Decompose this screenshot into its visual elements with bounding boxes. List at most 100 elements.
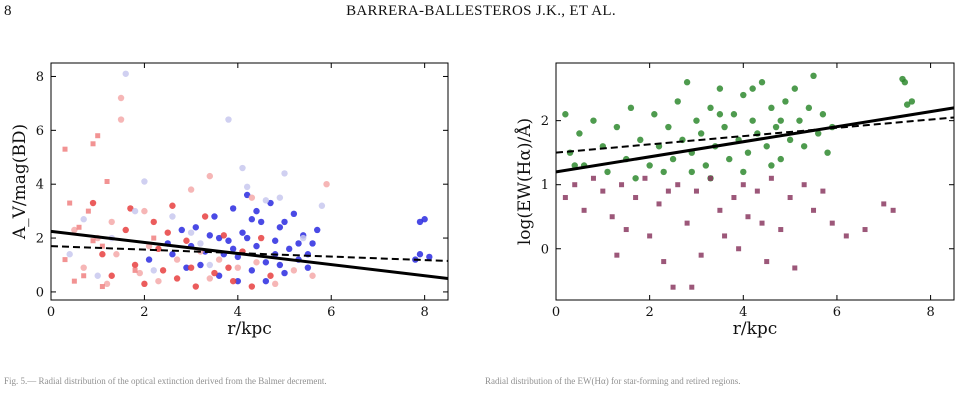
data-point xyxy=(66,251,73,258)
data-point xyxy=(257,234,265,242)
data-point xyxy=(173,275,181,282)
data-point xyxy=(815,130,822,137)
data-point xyxy=(613,123,621,131)
caption-right: Radial distribution of the EW(Hα) for st… xyxy=(485,376,741,386)
data-point xyxy=(183,237,190,244)
data-point xyxy=(178,226,185,234)
data-point xyxy=(173,256,181,263)
data-point xyxy=(881,201,887,207)
data-point xyxy=(604,168,611,176)
data-point xyxy=(145,256,153,263)
data-point xyxy=(187,186,195,193)
data-point xyxy=(824,149,831,156)
data-point xyxy=(590,175,596,181)
data-point xyxy=(197,261,204,269)
fit-line-solid xyxy=(556,106,954,174)
data-point xyxy=(768,175,774,181)
data-point xyxy=(843,233,849,239)
data-point xyxy=(234,277,242,285)
data-point xyxy=(637,136,644,144)
data-point xyxy=(295,240,302,247)
data-point xyxy=(323,180,330,188)
y-tick-label: 1 xyxy=(541,178,549,193)
data-point xyxy=(169,251,176,258)
data-point xyxy=(229,277,237,285)
data-point xyxy=(262,277,270,285)
data-point xyxy=(698,252,704,258)
data-point xyxy=(633,195,639,201)
data-point xyxy=(740,91,747,99)
x-axis-label: r/kpc xyxy=(733,319,778,339)
data-point xyxy=(239,229,246,236)
data-point xyxy=(623,227,629,233)
data-point xyxy=(646,162,653,169)
data-point xyxy=(632,175,639,182)
data-point xyxy=(155,277,162,285)
data-point xyxy=(257,218,265,226)
data-point xyxy=(777,117,784,124)
chart-panel-2: 0 2 4 6 8 0 1 2 r/kpc log(EW(Hα)/Å) xyxy=(514,62,955,339)
data-point xyxy=(309,272,316,279)
data-point xyxy=(62,257,68,263)
data-point xyxy=(206,232,213,239)
data-point xyxy=(95,133,101,139)
data-point xyxy=(426,253,433,261)
data-point xyxy=(744,149,752,156)
data-point xyxy=(159,267,167,274)
data-point xyxy=(76,224,82,230)
data-point xyxy=(215,272,223,279)
data-point xyxy=(211,269,218,277)
data-point xyxy=(132,267,138,273)
data-point xyxy=(609,214,615,220)
x-tick-label: 2 xyxy=(140,305,148,320)
data-point xyxy=(80,216,87,223)
data-point xyxy=(689,284,695,290)
data-point xyxy=(248,194,256,201)
data-point xyxy=(71,278,77,284)
data-point xyxy=(89,199,97,207)
data-point xyxy=(581,207,587,213)
data-point xyxy=(104,179,110,184)
data-point xyxy=(627,104,635,112)
data-point xyxy=(151,235,157,241)
x-tick-label: 8 xyxy=(926,305,934,320)
data-point xyxy=(736,246,742,252)
data-point xyxy=(791,85,798,92)
data-point xyxy=(647,233,653,239)
data-point xyxy=(805,104,813,112)
data-point xyxy=(267,272,274,279)
data-point xyxy=(99,251,106,258)
data-point xyxy=(590,117,597,124)
captions: Fig. 5.— Radial distribution of the opti… xyxy=(0,376,962,404)
data-point xyxy=(136,269,143,277)
data-point xyxy=(656,201,662,207)
data-point xyxy=(206,172,213,180)
data-point xyxy=(239,164,246,172)
x-tick-label: 4 xyxy=(739,305,747,320)
data-point xyxy=(197,240,204,247)
data-point xyxy=(211,213,218,220)
data-point xyxy=(229,245,237,253)
data-point xyxy=(702,162,710,169)
data-point xyxy=(684,220,690,226)
data-point xyxy=(141,178,148,185)
data-point xyxy=(122,226,129,234)
data-point xyxy=(169,202,176,209)
data-point xyxy=(829,220,835,226)
axes-frame xyxy=(555,62,955,301)
data-point xyxy=(127,205,134,212)
data-point xyxy=(309,240,316,247)
data-point xyxy=(67,200,73,206)
data-point xyxy=(253,207,260,215)
data-point xyxy=(688,168,695,176)
data-point xyxy=(206,261,213,269)
data-point xyxy=(131,261,139,269)
data-point xyxy=(243,183,251,191)
data-point xyxy=(108,218,115,226)
data-point xyxy=(141,280,148,288)
data-point xyxy=(192,224,199,231)
data-point xyxy=(726,155,733,163)
data-point xyxy=(758,79,766,86)
data-point xyxy=(94,272,101,279)
